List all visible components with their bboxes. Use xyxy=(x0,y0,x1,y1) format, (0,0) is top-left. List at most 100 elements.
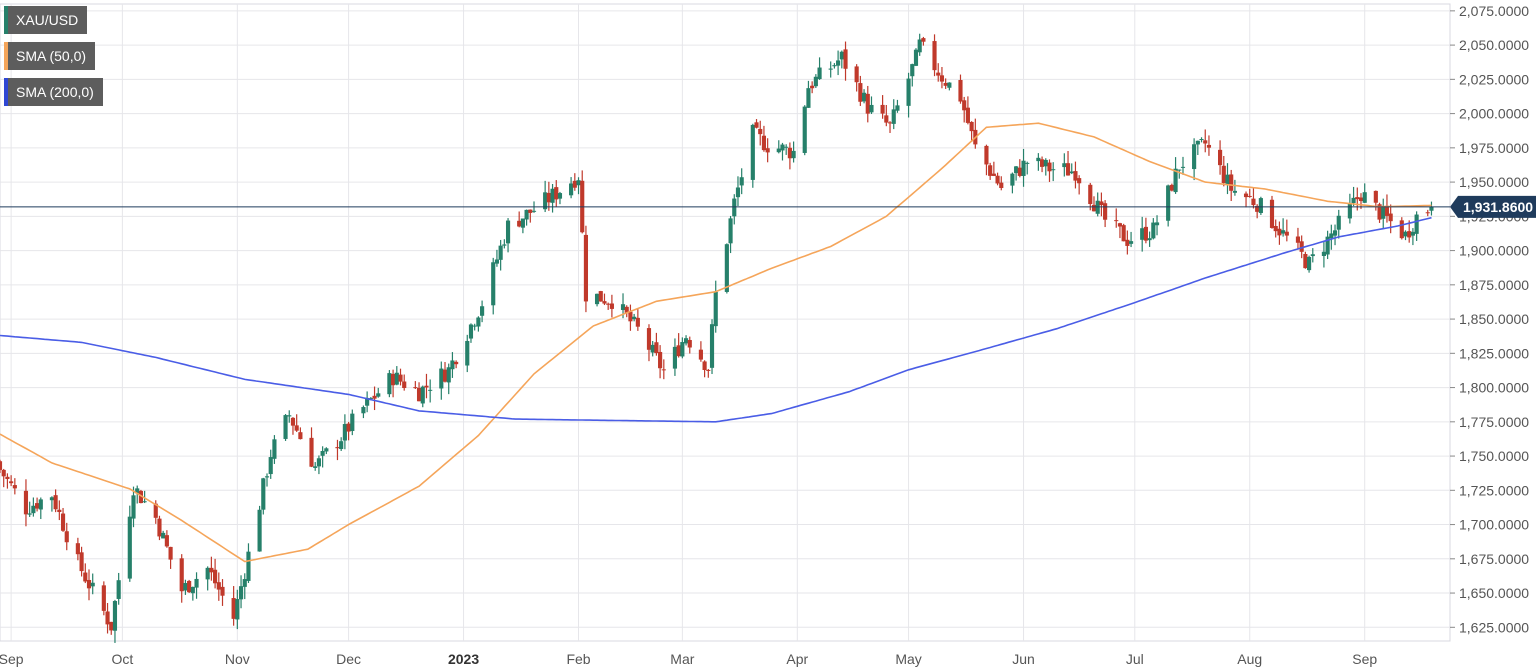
candle-down[interactable] xyxy=(220,586,225,596)
candle-up[interactable] xyxy=(205,567,210,580)
candle-down[interactable] xyxy=(1073,171,1078,181)
candle-down[interactable] xyxy=(57,509,62,513)
candle-up[interactable] xyxy=(264,476,270,478)
candle-down[interactable] xyxy=(654,342,659,354)
candle-up[interactable] xyxy=(632,316,637,320)
candle-down[interactable] xyxy=(86,579,92,589)
candle-up[interactable] xyxy=(832,65,837,67)
candle-up[interactable] xyxy=(242,579,247,587)
candle-up[interactable] xyxy=(131,495,136,519)
candle-down[interactable] xyxy=(583,234,589,302)
candle-down[interactable] xyxy=(572,180,577,188)
candle-down[interactable] xyxy=(1273,226,1278,232)
candle-up[interactable] xyxy=(806,88,811,108)
candle-up[interactable] xyxy=(1062,163,1067,168)
candle-down[interactable] xyxy=(1047,162,1052,172)
candle-up[interactable] xyxy=(735,187,741,198)
candle-down[interactable] xyxy=(991,173,996,176)
candle-up[interactable] xyxy=(31,505,36,514)
candle-up[interactable] xyxy=(261,478,266,510)
candle-down[interactable] xyxy=(698,349,703,360)
candle-up[interactable] xyxy=(161,532,166,539)
candle-down[interactable] xyxy=(1221,165,1226,183)
candle-down[interactable] xyxy=(454,361,459,365)
candle-down[interactable] xyxy=(965,107,970,123)
candle-up[interactable] xyxy=(1307,256,1312,271)
candle-down[interactable] xyxy=(999,182,1004,189)
candle-down[interactable] xyxy=(1121,225,1126,242)
candle-up[interactable] xyxy=(313,466,318,468)
candle-down[interactable] xyxy=(609,303,614,309)
candle-down[interactable] xyxy=(391,373,396,386)
candle-down[interactable] xyxy=(1247,195,1252,197)
candle-down[interactable] xyxy=(105,611,110,625)
candle-down[interactable] xyxy=(858,83,863,102)
candle-up[interactable] xyxy=(680,342,685,357)
candle-up[interactable] xyxy=(828,68,833,70)
candle-down[interactable] xyxy=(298,432,303,440)
candle-down[interactable] xyxy=(754,122,759,128)
candle-down[interactable] xyxy=(1114,220,1119,222)
candle-up[interactable] xyxy=(142,501,147,503)
candle-up[interactable] xyxy=(891,109,896,124)
candle-down[interactable] xyxy=(943,82,948,86)
candle-down[interactable] xyxy=(880,104,885,114)
candle-up[interactable] xyxy=(476,317,481,327)
candle-up[interactable] xyxy=(1043,159,1048,167)
candle-down[interactable] xyxy=(1407,231,1412,238)
candle-down[interactable] xyxy=(702,361,707,371)
candle-up[interactable] xyxy=(728,218,733,244)
candle-up[interactable] xyxy=(1362,192,1367,203)
candle-up[interactable] xyxy=(724,244,729,292)
candle-down[interactable] xyxy=(1103,203,1108,220)
candle-down[interactable] xyxy=(988,165,993,176)
candle-up[interactable] xyxy=(38,499,43,510)
candle-down[interactable] xyxy=(153,503,158,518)
candle-up[interactable] xyxy=(1351,197,1356,204)
candle-up[interactable] xyxy=(268,457,273,475)
candle-up[interactable] xyxy=(1310,254,1315,257)
candle-up[interactable] xyxy=(350,413,355,431)
candle-down[interactable] xyxy=(606,303,611,305)
candle-down[interactable] xyxy=(1388,213,1393,222)
candle-down[interactable] xyxy=(1384,205,1390,216)
candle-up[interactable] xyxy=(1232,190,1237,193)
candle-down[interactable] xyxy=(0,461,3,470)
candle-up[interactable] xyxy=(750,124,755,180)
candle-up[interactable] xyxy=(520,218,525,228)
candle-up[interactable] xyxy=(543,192,548,210)
candle-up[interactable] xyxy=(190,586,195,594)
candle-up[interactable] xyxy=(1021,160,1026,176)
candle-up[interactable] xyxy=(342,424,347,441)
candle-up[interactable] xyxy=(468,324,474,339)
candle-down[interactable] xyxy=(1125,239,1130,246)
candle-up[interactable] xyxy=(498,245,503,260)
candle-down[interactable] xyxy=(958,80,963,102)
candle-up[interactable] xyxy=(576,180,581,186)
candle-down[interactable] xyxy=(969,121,974,132)
candle-up[interactable] xyxy=(895,105,900,111)
candle-down[interactable] xyxy=(761,135,767,151)
candle-up[interactable] xyxy=(112,600,118,631)
candle-down[interactable] xyxy=(1243,193,1249,198)
candle-down[interactable] xyxy=(1355,197,1360,200)
candle-down[interactable] xyxy=(187,580,192,593)
candle-up[interactable] xyxy=(387,373,392,395)
candle-down[interactable] xyxy=(1169,184,1174,191)
candle-up[interactable] xyxy=(780,144,785,151)
candle-down[interactable] xyxy=(1203,140,1208,144)
candle-down[interactable] xyxy=(810,85,815,89)
candle-down[interactable] xyxy=(884,115,889,123)
candle-down[interactable] xyxy=(854,66,859,83)
candle-up[interactable] xyxy=(1225,174,1230,185)
candle-down[interactable] xyxy=(661,369,666,371)
candle-up[interactable] xyxy=(472,325,477,327)
candle-up[interactable] xyxy=(1336,215,1341,230)
candle-down[interactable] xyxy=(372,395,377,399)
candle-up[interactable] xyxy=(917,39,922,53)
candle-up[interactable] xyxy=(428,389,433,391)
candle-up[interactable] xyxy=(1403,231,1408,237)
candle-down[interactable] xyxy=(1373,190,1378,203)
candle-up[interactable] xyxy=(817,67,822,80)
legend-item-sma200[interactable]: SMA (200,0) xyxy=(4,78,103,106)
